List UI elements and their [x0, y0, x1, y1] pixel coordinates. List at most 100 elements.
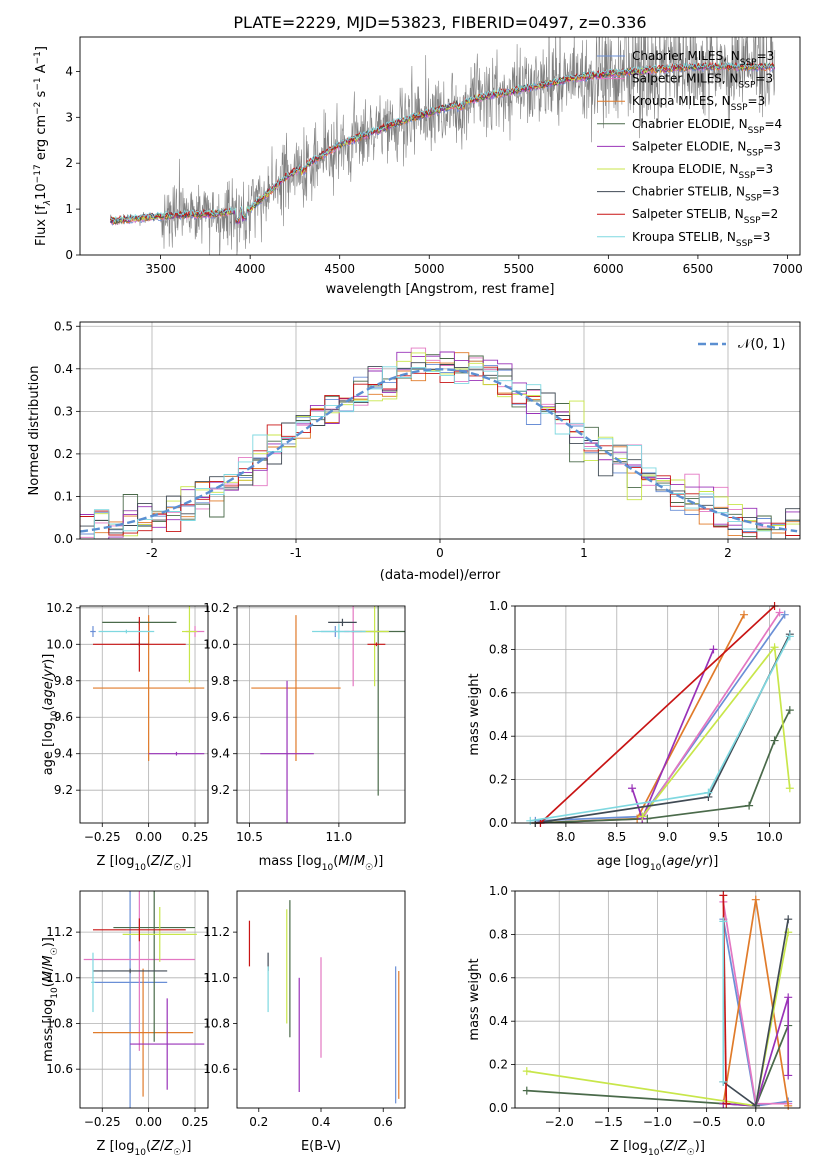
chart-age-vs-Z-xticklabel-1: 0.00: [135, 830, 162, 844]
spectrum-legend-label-8: Kroupa STELIB, NSSP=3: [632, 230, 770, 249]
age-vs-Z-ylabel-part-6: )]: [41, 654, 56, 664]
residuals-ylabel: Normed distribution: [27, 366, 42, 496]
spectrum-legend-label-sub-2: SSP: [731, 103, 748, 113]
mass-vs-Z-ylabel-part-6: ☉: [50, 947, 60, 955]
age-vs-mass-xlabel: mass [log10(M/M☉)]: [259, 854, 384, 873]
chart-mass-vs-Z-xticklabel-0: −0.25: [84, 1115, 121, 1129]
massweight-vs-age-xlabel-part-6: )]: [708, 854, 718, 869]
chart-spectrum-xticklabel-0: 3500: [145, 262, 176, 276]
age-vs-mass-xlabel-part-0: mass [log: [259, 854, 322, 869]
chart-massweight-vs-age-yticklabel-1: 0.2: [489, 773, 508, 787]
spectrum-legend-label-tail-3: =4: [764, 117, 782, 131]
chart-mass-vs-Z-frame: [79, 890, 209, 1109]
chart-age-vs-Z-yticklabel-3: 9.8: [54, 674, 73, 688]
massweight-vs-Z-marker-4-3: [784, 1071, 793, 1080]
chart-massweight-vs-age-xticklabel-0: 8.0: [556, 830, 575, 844]
spectrum-legend-label-tail-8: =3: [753, 230, 771, 244]
chart-spectrum-yticklabel-1: 1: [65, 202, 73, 216]
age-vs-Z-xlabel-part-1: 10: [134, 863, 146, 873]
spectrum-legend-label-sub-1: SSP: [739, 81, 756, 91]
spectrum-legend-label-main-1: Salpeter MILES, N: [632, 72, 739, 86]
massweight-vs-Z-marker-6-1: [751, 1101, 760, 1110]
chart-massweight-vs-Z-yticklabel-2: 0.4: [489, 1014, 508, 1028]
spectrum-legend-label-tail-7: =2: [761, 207, 779, 221]
spectrum-legend-label-main-2: Kroupa MILES, N: [632, 94, 731, 108]
spectrum-model-line-2: [110, 63, 775, 226]
chart-spectrum-xticklabel-6: 6500: [683, 262, 714, 276]
chart-massweight-vs-age-yticklabel-0: 0.0: [489, 816, 508, 830]
mass-vs-Z-ylabel-part-5: M: [41, 955, 56, 966]
chart-massweight-vs-age-xticklabel-1: 8.5: [607, 830, 626, 844]
massweight-vs-Z-xlabel-part-4: /: [673, 1139, 678, 1154]
spectrum-ylabel: Flux [fλ10−17 erg cm−2 s−1 A−1]: [33, 46, 53, 246]
mass-vs-Z-ylabel-part-7: )]: [41, 937, 56, 947]
mass-vs-Z-ylabel: mass [log10(M/M☉)]: [41, 937, 60, 1062]
massweight-vs-age-plot-area: [526, 602, 794, 827]
spectrum-legend-label-sub-5: SSP: [739, 171, 756, 181]
chart-massweight-vs-Z-xticklabel-0: −2.0: [545, 1115, 574, 1129]
spectrum-legend-label-tail-6: =3: [762, 185, 780, 199]
massweight-vs-Z-marker-7-0: [719, 891, 728, 900]
age-vs-Z-xlabel-part-3: Z: [150, 854, 161, 869]
chart-age-vs-Z-yticklabel-0: 9.2: [54, 783, 73, 797]
massweight-vs-Z-marker-8-1: [719, 1077, 728, 1086]
chart-massweight-vs-age-xticklabel-3: 9.5: [709, 830, 728, 844]
residuals-legend-label: 𝒩(0, 1): [738, 337, 785, 352]
chart-mass-vs-Z-yticklabel-1: 10.8: [46, 1016, 73, 1030]
chart-mass-vs-Z-yticklabel-0: 10.6: [46, 1062, 73, 1076]
massweight-vs-age-marker-5-2: [785, 784, 794, 793]
chart-age-vs-Z-yticklabel-2: 9.6: [54, 710, 73, 724]
age-vs-Z-xlabel-part-0: Z [log: [97, 854, 135, 869]
chart-massweight-vs-Z-xticklabel-4: 0.0: [746, 1115, 765, 1129]
age-vs-Z-xlabel-part-7: )]: [181, 854, 191, 869]
chart-mass-vs-EBV-xticklabel-2: 0.6: [374, 1115, 393, 1129]
age-vs-Z-xlabel-part-4: /: [160, 854, 165, 869]
massweight-vs-age-ylabel: mass weight: [467, 673, 482, 755]
age-vs-Z-xlabel: Z [log10(Z/Z☉)]: [97, 854, 192, 873]
massweight-vs-Z-xlabel-part-3: Z: [664, 1139, 675, 1154]
age-vs-Z-xlabel-part-2: (: [146, 854, 151, 869]
spectrum-legend-label-sub-0: SSP: [740, 58, 757, 68]
age-vs-Z-ylabel-part-5: yr: [41, 662, 56, 678]
spectrum-legend-label-sub-7: SSP: [744, 216, 761, 226]
mass-vs-Z-ylabel-part-3: M: [41, 971, 56, 982]
spectrum-ylabel-part-7: −1: [33, 77, 43, 90]
massweight-vs-Z-xlabel: Z [log10(Z/Z☉)]: [610, 1139, 705, 1158]
massweight-vs-age-line-7: [539, 605, 776, 824]
age-vs-Z-ylabel-part-3: age: [41, 681, 56, 705]
chart-massweight-vs-age-yticklabel-4: 0.8: [489, 642, 508, 656]
spectrum-legend-label-main-3: Chabrier ELODIE, N: [632, 117, 748, 131]
age-vs-mass-xlabel-part-3: M: [338, 854, 349, 869]
mass-vs-Z-ylabel-part-0: mass [log: [41, 999, 56, 1062]
spectrum-legend-label-main-0: Chabrier MILES, N: [632, 49, 740, 63]
spectrum-legend-label-3: Chabrier ELODIE, NSSP=4: [632, 117, 782, 136]
mass-vs-Z-xlabel-part-0: Z [log: [97, 1139, 135, 1154]
spectrum-ylabel-part-4: erg cm: [34, 115, 49, 164]
chart-mass-vs-EBV-xticklabel-0: 0.2: [249, 1115, 268, 1129]
chart-massweight-vs-age-frame: [514, 605, 801, 824]
chart-spectrum-xticklabel-1: 4000: [235, 262, 266, 276]
chart-spectrum: 3500 4000 4500 5000 5500 6000 6500 7000 0 1 2 3 4 Cha…: [33, 36, 803, 297]
chart-spectrum-xticklabel-3: 5000: [414, 262, 445, 276]
chart-massweight-vs-Z: −2.0 −1.5 −1.0 −0.5 0.0 0.0 0.2 0.4 0.6 0.8 1.0 Z […: [467, 884, 801, 1158]
chart-massweight-vs-Z-yticklabel-5: 1.0: [489, 884, 508, 898]
spectrum-legend-label-main-4: Salpeter ELODIE, N: [632, 139, 746, 153]
chart-age-vs-Z-frame: [79, 605, 209, 824]
mass-vs-Z-xlabel-part-7: )]: [181, 1139, 191, 1154]
age-vs-mass-xlabel-part-4: /: [350, 854, 355, 869]
age-vs-mass-xlabel-part-2: (: [333, 854, 338, 869]
chart-mass-vs-EBV-yticklabel-0: 10.6: [203, 1062, 230, 1076]
chart-massweight-vs-Z-yticklabel-0: 0.0: [489, 1101, 508, 1115]
massweight-vs-age-xlabel-part-2: (: [661, 854, 666, 869]
massweight-vs-age-marker-0-2: [780, 610, 789, 619]
spectrum-ylabel-part-2: 10: [34, 183, 49, 200]
massweight-vs-age-marker-4-2: [709, 645, 718, 654]
chart-residuals-xticklabel-1: -1: [290, 546, 302, 560]
massweight-vs-Z-xlabel-part-6: ☉: [687, 1148, 695, 1158]
chart-spectrum-yticklabel-0: 0: [65, 248, 73, 262]
spectrum-legend-label-sub-8: SSP: [736, 239, 753, 249]
massweight-vs-age-marker-8-0: [526, 816, 535, 825]
age-vs-Z-ylabel: age [log10(age/yr)]: [41, 654, 60, 776]
chart-age-vs-Z-xticklabel-2: 0.25: [182, 830, 209, 844]
